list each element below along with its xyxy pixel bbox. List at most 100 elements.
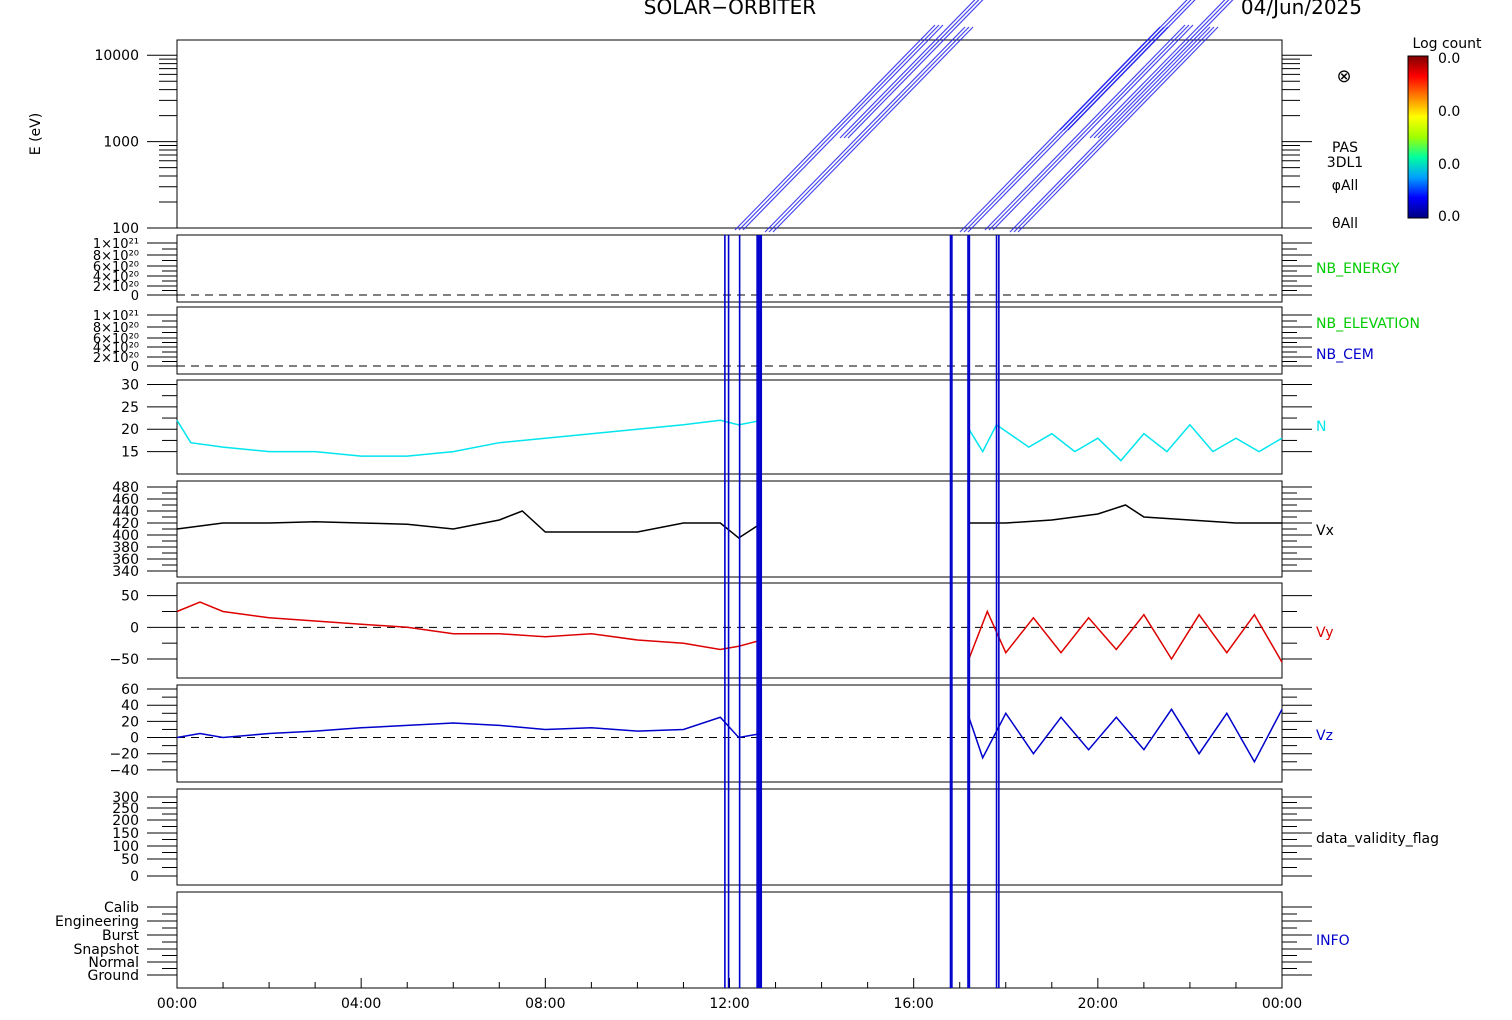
annotation-stroke	[984, 24, 1186, 231]
spectrogram-right-label: θAll	[1332, 216, 1358, 232]
ytick-label: 8×10²⁰	[93, 249, 139, 264]
ytick-label: 4×10²⁰	[93, 341, 139, 356]
annotation-stroke	[768, 26, 970, 233]
annotation-stroke	[1059, 0, 1188, 131]
ytick-label: 340	[112, 564, 139, 580]
panel-frame	[176, 891, 1283, 989]
panel-frame	[176, 234, 1283, 303]
colorbar-label: Log count	[1413, 36, 1482, 52]
annotation-stroke	[742, 24, 944, 231]
ytick-label: Snapshot	[74, 942, 140, 958]
ytick-label: 440	[112, 504, 139, 520]
annotation-stroke	[764, 26, 966, 233]
ytick-label: 420	[112, 516, 139, 532]
panel-info: CalibEngineeringBurstSnapshotNormalGroun…	[55, 891, 1350, 989]
ytick-label: Ground	[88, 968, 140, 984]
xtick-label: 00:00	[1262, 996, 1302, 1012]
ytick-label: 50	[121, 852, 139, 868]
ytick-label: 0	[130, 731, 139, 747]
spectrogram-right-label: PAS	[1332, 140, 1358, 156]
colorbar-tick: 0.0	[1438, 51, 1460, 67]
event-annotations	[734, 0, 1234, 233]
ytick-label: Burst	[102, 928, 140, 944]
annotation-stroke	[843, 0, 980, 139]
annotation-stroke	[847, 0, 984, 139]
ytick-label: 460	[112, 492, 139, 508]
ytick-label: 100	[112, 839, 139, 855]
ytick-label: 40	[121, 698, 139, 714]
panel-frame	[176, 379, 1283, 475]
ytick-label: 0	[130, 869, 139, 885]
panel-label: Vx	[1316, 523, 1334, 539]
annotation-stroke	[1017, 26, 1219, 233]
spectrogram-right-label: φAll	[1332, 178, 1359, 194]
spectrogram-ytick-label: 1000	[103, 135, 139, 151]
annotation-stroke	[1063, 0, 1192, 131]
ytick-label: −50	[109, 652, 139, 668]
ytick-label: 360	[112, 552, 139, 568]
ytick-label: 20	[121, 714, 139, 730]
chart-date: 04/Jun/2025	[1241, 0, 1362, 19]
annotation-stroke	[772, 26, 974, 233]
annotation-stroke	[839, 0, 976, 139]
ytick-label: 20	[121, 422, 139, 438]
ytick-label: 380	[112, 540, 139, 556]
colorbar: Log count 0.0 0.0 0.0 0.0	[1407, 36, 1482, 225]
ytick-label: 8×10²⁰	[93, 321, 139, 336]
colorbar-tick: 0.0	[1438, 104, 1460, 120]
ytick-label: 25	[121, 400, 139, 416]
event-lines	[724, 235, 1000, 988]
ytick-label: 15	[121, 445, 139, 461]
panel-label: INFO	[1316, 933, 1350, 949]
colorbar-bar	[1407, 55, 1429, 219]
series-line-vx	[176, 504, 1282, 539]
colorbar-tick: 0.0	[1438, 209, 1460, 225]
xtick-label: 00:00	[157, 996, 197, 1012]
annotation-stroke	[1009, 26, 1211, 233]
ytick-label: 300	[112, 790, 139, 806]
panel-frame	[176, 480, 1283, 578]
ytick-label: 480	[112, 480, 139, 496]
ytick-label: 0	[131, 360, 139, 375]
panel-frame	[176, 582, 1283, 679]
annotation-stroke	[1093, 0, 1230, 139]
ytick-label: 30	[121, 377, 139, 393]
panel-label: N	[1316, 419, 1326, 435]
xtick-label: 20:00	[1078, 996, 1118, 1012]
spectrogram-ytick-label: 100	[112, 221, 139, 237]
chart-title: SOLAR−ORBITER	[644, 0, 816, 19]
xtick-label: 08:00	[525, 996, 565, 1012]
ytick-label: 1×10²¹	[93, 309, 139, 324]
ytick-label: Calib	[104, 900, 139, 916]
ytick-label: 50	[121, 589, 139, 605]
series-line-vy	[176, 601, 1283, 663]
annotation-stroke	[1067, 0, 1196, 131]
panel-frame	[176, 306, 1283, 375]
annotation-stroke	[1089, 0, 1226, 139]
annotation-stroke	[1097, 0, 1234, 139]
ytick-label: 1×10²¹	[93, 237, 139, 252]
annotation-stroke	[988, 24, 1190, 231]
ytick-label: 0	[131, 289, 139, 304]
colorbar-tick: 0.0	[1438, 157, 1460, 173]
ytick-label: 6×10²⁰	[93, 332, 139, 347]
series-line-vz	[176, 707, 1283, 764]
panel-vy: 50 0 −50 Vy	[109, 582, 1334, 679]
ytick-label: 60	[121, 682, 139, 698]
ytick-label: 400	[112, 528, 139, 544]
ytick-label: Engineering	[55, 914, 139, 930]
panel-n: 30 25 20 15 N	[121, 377, 1326, 475]
spectrogram-symbol: ⊗	[1336, 66, 1351, 87]
panel-label: NB_ELEVATION	[1316, 316, 1420, 332]
panel-label: NB_ENERGY	[1316, 261, 1400, 277]
ytick-label: −40	[109, 763, 139, 779]
ytick-label: −20	[109, 747, 139, 763]
spectrogram-ytick-label: 10000	[94, 48, 139, 64]
series-line-n	[176, 419, 1283, 462]
